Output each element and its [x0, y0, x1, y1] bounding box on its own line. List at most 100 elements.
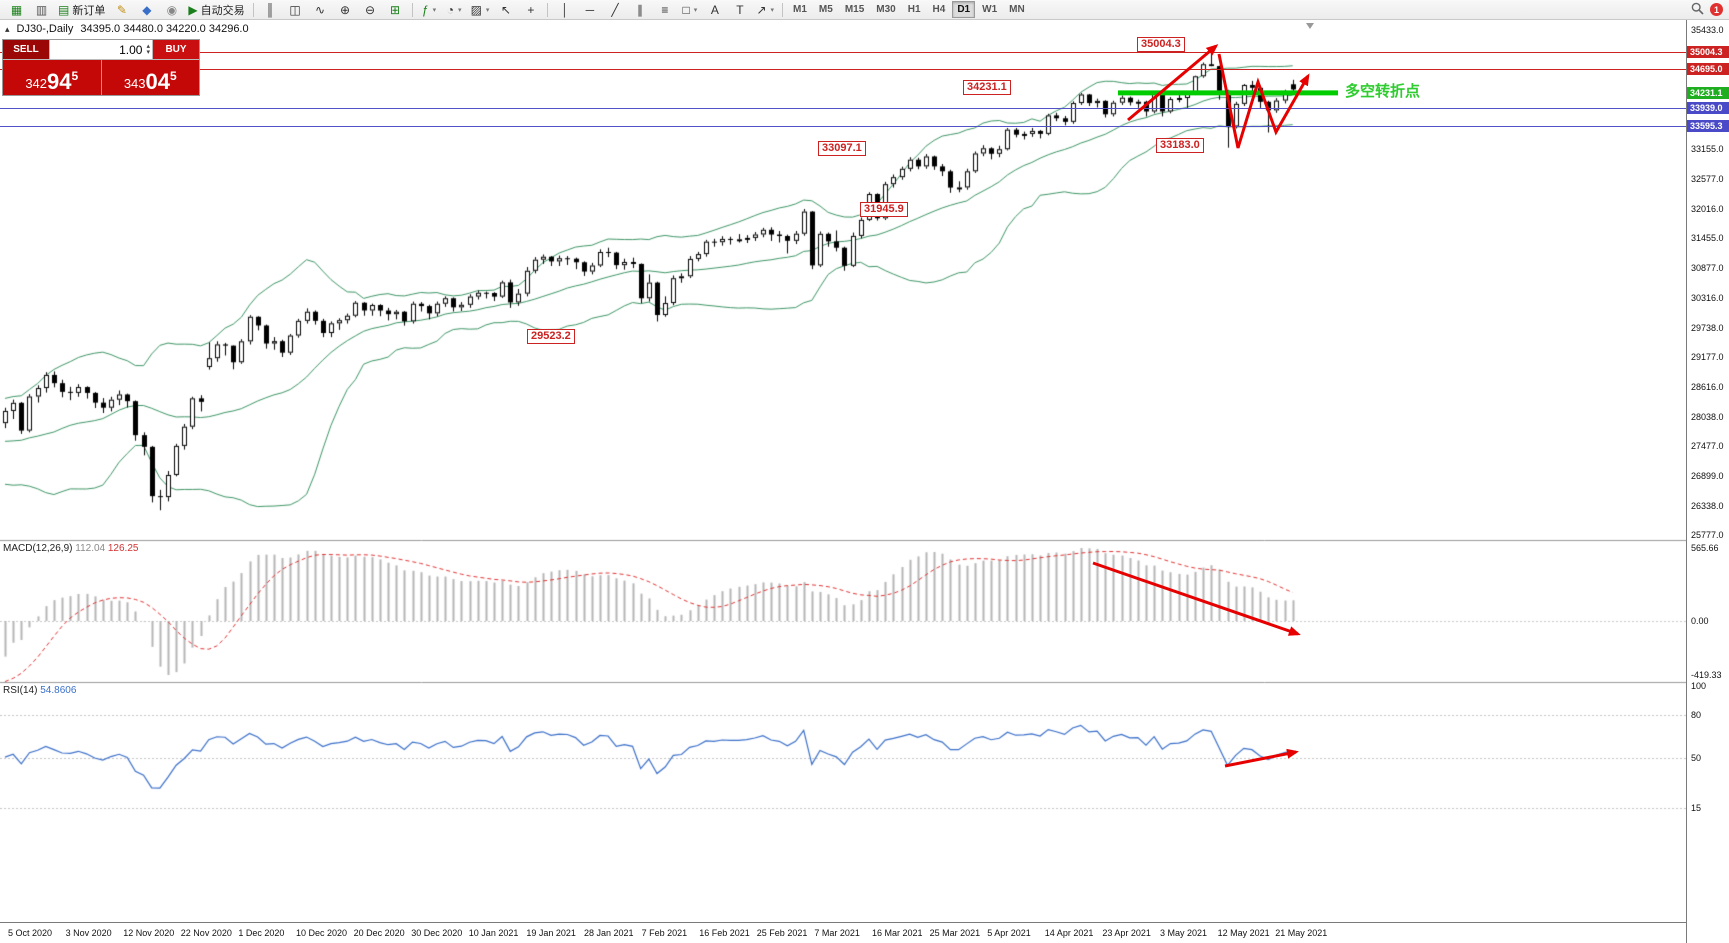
timeframe-button-m5[interactable]: M5 — [818, 4, 833, 15]
period-list-button[interactable]: ◔ ▾ — [442, 0, 467, 19]
profiles-button[interactable]: ▥ — [29, 0, 54, 19]
arrows-tool-button[interactable]: ↗ ▾ — [752, 0, 778, 19]
rsi-indicator-label: RSI(14) 54.8606 — [3, 685, 76, 696]
arrows-tool-dropdown-icon: ▾ — [770, 6, 775, 14]
ohlc-text: 34395.0 34480.0 34220.0 34296.0 — [80, 23, 249, 35]
macd-scale-tick: -419.33 — [1691, 670, 1722, 680]
date-tick: 10 Dec 2020 — [296, 928, 348, 938]
notification-badge[interactable]: 1 — [1710, 3, 1723, 16]
rsi-trend-arrow[interactable] — [1224, 748, 1299, 768]
market-button[interactable]: ◆ — [134, 0, 159, 19]
search-icon[interactable] — [1691, 2, 1704, 18]
rsi-scale-tick: 50 — [1691, 753, 1702, 763]
horizontal-line-tool-button[interactable]: ─ — [577, 0, 602, 19]
trade-panel-toggle[interactable]: ▴ — [5, 23, 10, 34]
price-marker-34231.1: 34231.1 — [1687, 86, 1729, 99]
price-label-35004.3[interactable]: 35004.3 — [1137, 37, 1185, 52]
date-tick: 30 Dec 2020 — [411, 928, 463, 938]
crosshair-icon: + — [527, 2, 535, 17]
timeframe-button-m15[interactable]: M15 — [844, 4, 865, 15]
template-list-dropdown-icon: ▾ — [485, 6, 490, 14]
date-tick: 14 Apr 2021 — [1044, 928, 1094, 938]
metaeditor-button[interactable]: ✎ — [109, 0, 134, 19]
rsi-scale-tick: 100 — [1691, 681, 1707, 691]
price-chart-canvas[interactable] — [0, 20, 1686, 943]
turning-point-label[interactable]: 多空转折点 — [1345, 83, 1421, 100]
price-tick: 28616.0 — [1691, 381, 1724, 392]
price-label-29523.2[interactable]: 29523.2 — [527, 329, 575, 344]
chart-symbol-label: ▴ DJ30-,Daily 34395.0 34480.0 34220.0 34… — [5, 23, 249, 35]
zoom-in-icon: ⊕ — [340, 2, 351, 17]
macd-scale-tick: 0.00 — [1691, 616, 1709, 626]
tile-windows-button[interactable]: ⊞ — [383, 0, 408, 19]
vertical-line-tool-button[interactable]: │ — [552, 0, 577, 19]
shapes-tool-icon: □ — [682, 2, 690, 17]
crosshair-button[interactable]: + — [518, 0, 543, 19]
price-tick: 32577.0 — [1691, 174, 1724, 185]
shapes-tool-dropdown-icon: ▾ — [693, 6, 698, 14]
price-tick: 32016.0 — [1691, 203, 1724, 214]
rsi-value: 54.8606 — [40, 685, 77, 696]
indicators-list-icon: ƒ — [421, 2, 429, 17]
lot-decrease-button[interactable]: ▾ — [146, 48, 150, 56]
bar-chart-button[interactable]: ║ — [258, 0, 283, 19]
rsi-scale-tick: 80 — [1691, 709, 1702, 720]
date-tick: 22 Nov 2020 — [180, 928, 232, 938]
new-order-button[interactable]: ▤ 新订单 — [54, 0, 109, 19]
price-label-34231.1[interactable]: 34231.1 — [963, 80, 1011, 95]
timeframe-button-m1[interactable]: M1 — [793, 4, 807, 15]
autotrading-button[interactable]: ▶ 自动交易 — [184, 0, 248, 19]
indicators-list-button[interactable]: ƒ ▾ — [417, 0, 442, 19]
macd-trend-arrow[interactable] — [1092, 561, 1301, 636]
date-tick: 28 Jan 2021 — [584, 928, 634, 938]
timeframe-button-h1[interactable]: H1 — [907, 4, 921, 15]
timeframe-button-w1[interactable]: W1 — [982, 4, 998, 15]
sell-price-button[interactable]: 342 94 5 — [3, 60, 102, 95]
zoom-out-button[interactable]: ⊖ — [358, 0, 383, 19]
time-axis[interactable]: 5 Oct 2020 3 Nov 2020 12 Nov 2020 22 Nov 20… — [0, 922, 1686, 943]
channel-tool-button[interactable]: ∥ — [627, 0, 652, 19]
timeframe-button-h4[interactable]: H4 — [932, 4, 946, 15]
label-tool-button[interactable]: T — [727, 0, 752, 19]
chart-drawings-overlay — [0, 23, 1686, 768]
price-label-33183.0[interactable]: 33183.0 — [1156, 138, 1204, 153]
price-label-31945.9[interactable]: 31945.9 — [860, 202, 908, 217]
zoom-in-button[interactable]: ⊕ — [333, 0, 358, 19]
period-list-icon: ◔ — [446, 2, 454, 17]
buy-price-button[interactable]: 343 04 5 — [101, 60, 199, 95]
price-axis[interactable]: 35433.0 33155.0 32577.0 32016.0 31455.0 30877… — [1686, 20, 1729, 943]
timeframe-button-mn[interactable]: MN — [1009, 4, 1025, 15]
trendline-tool-button[interactable]: ╱ — [602, 0, 627, 19]
price-label-33097.1[interactable]: 33097.1 — [818, 141, 866, 156]
buy-button[interactable]: BUY — [153, 40, 199, 59]
buy-price-big-digits: 04 — [145, 69, 170, 94]
price-tick: 33155.0 — [1691, 144, 1724, 155]
cursor-button[interactable]: ↖ — [493, 0, 518, 19]
lot-increase-button[interactable]: ▴ — [146, 42, 150, 50]
sell-button[interactable]: SELL — [3, 40, 49, 59]
impulse-up-arrow[interactable] — [1127, 44, 1219, 122]
lot-size-input[interactable] — [50, 41, 145, 58]
text-tool-button[interactable]: A — [702, 0, 727, 19]
timeframe-button-m30[interactable]: M30 — [876, 4, 896, 15]
chart-window: ▴ DJ30-,Daily 34395.0 34480.0 34220.0 34… — [0, 20, 1729, 943]
macd-signal-value: 126.25 — [107, 543, 139, 554]
community-button[interactable]: ◉ — [159, 0, 184, 19]
buy-price-fraction: 5 — [170, 69, 177, 83]
new-chart-button[interactable]: ▦ — [4, 0, 29, 19]
template-list-button[interactable]: ▨ ▾ — [467, 0, 494, 19]
zigzag-arrow[interactable] — [1217, 53, 1310, 149]
candlestick-chart-button[interactable]: ◫ — [283, 0, 308, 19]
date-tick: 19 Jan 2021 — [526, 928, 576, 938]
fibonacci-tool-button[interactable]: ≡ — [652, 0, 677, 19]
date-tick: 12 Nov 2020 — [123, 928, 175, 938]
line-chart-button[interactable]: ∿ — [308, 0, 333, 19]
toolbar-separator — [547, 2, 549, 17]
trade-panel-header: SELL ▴ ▾ BUY — [3, 40, 199, 60]
timeframe-button-d1[interactable]: D1 — [952, 1, 976, 18]
shapes-tool-button[interactable]: □ ▾ — [677, 0, 702, 19]
trade-panel-prices: 342 94 5 343 04 5 — [3, 60, 199, 95]
macd-scale-tick: 565.66 — [1691, 543, 1719, 553]
